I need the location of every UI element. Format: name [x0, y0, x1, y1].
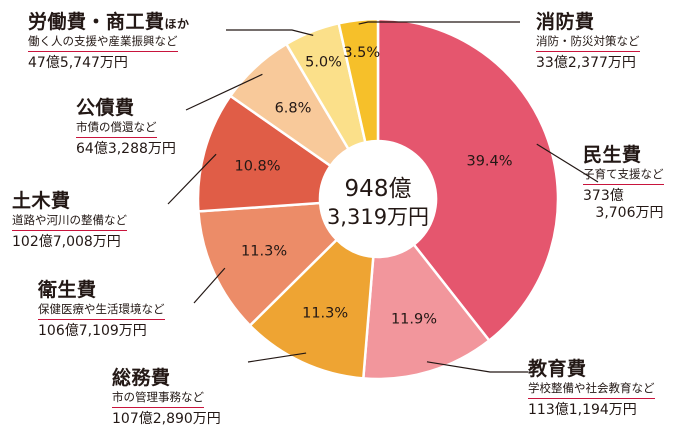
- leader-line-rodo: [226, 29, 314, 36]
- category-name: 労働費・商工費: [28, 11, 165, 33]
- category-suffix: ほか: [164, 17, 190, 31]
- amount-value-line2: 3,706万円: [595, 204, 664, 221]
- slice-kyoiku: [361, 242, 491, 381]
- amount-value: 373億: [583, 187, 624, 204]
- category-description: 消防・防災対策など: [536, 35, 640, 52]
- category-label: 公債費: [76, 99, 176, 118]
- pct-label-somu: 11.3%: [302, 305, 348, 321]
- category-description: 道路や河川の整備など: [12, 214, 127, 231]
- amount-value: 106億7,109万円: [38, 322, 147, 339]
- callout-rodo: 労働費・商工費ほか 働く人の支援や産業振興など 47億5,747万円: [28, 13, 190, 70]
- category-description: 市債の償還など: [76, 121, 157, 138]
- leader-line-somu: [247, 352, 307, 363]
- category-description: 保健医療や生活環境など: [38, 303, 165, 320]
- leader-line-minsei: [536, 143, 599, 183]
- category-name: 消防費: [536, 11, 595, 33]
- callout-minsei: 民生費子育て支援など 373億 3,706万円: [583, 146, 664, 220]
- slice-minsei: [376, 17, 560, 343]
- category-label: 衛生費: [38, 281, 165, 300]
- callout-shobo: 消防費消防・防災対策など 33億2,377万円: [536, 13, 640, 70]
- leader-line-kosai: [185, 73, 263, 111]
- leader-line-shobo: [358, 21, 520, 25]
- slice-eisei: [197, 201, 339, 328]
- category-name: 教育費: [528, 358, 587, 380]
- category-name: 衛生費: [38, 279, 97, 301]
- category-description: 子育て支援など: [583, 168, 664, 185]
- slice-shobo: [337, 17, 380, 144]
- center-total-line2: 3,319万円: [327, 205, 429, 229]
- category-name: 土木費: [12, 190, 71, 212]
- pct-label-minsei: 39.4%: [466, 153, 512, 169]
- leader-line-doboku: [167, 153, 217, 205]
- pct-label-rodo: 5.0%: [305, 54, 342, 70]
- callout-kyoiku: 教育費学校整備や社会教育など 113億1,194万円: [528, 360, 655, 417]
- callout-doboku: 土木費道路や河川の整備など 102億7,008万円: [12, 192, 127, 249]
- category-name: 民生費: [583, 144, 642, 166]
- pct-label-kosai: 6.8%: [275, 100, 312, 116]
- category-name: 総務費: [112, 367, 171, 389]
- callout-kosai: 公債費市債の償還など 64億3,288万円: [76, 99, 176, 156]
- pct-label-eisei: 11.3%: [241, 243, 287, 259]
- amount-value: 102億7,008万円: [12, 233, 121, 250]
- amount-value: 64億3,288万円: [76, 140, 176, 157]
- amount-value: 33億2,377万円: [536, 54, 636, 71]
- pct-label-kyoiku: 11.9%: [391, 312, 437, 328]
- category-name: 公債費: [76, 97, 135, 119]
- leader-line-kyoiku: [426, 361, 528, 373]
- leader-line-eisei: [193, 267, 226, 304]
- center-total-line1: 948億: [345, 176, 412, 202]
- category-label: 教育費: [528, 360, 655, 379]
- slice-somu: [248, 237, 375, 380]
- category-label: 土木費: [12, 192, 127, 211]
- category-label: 民生費: [583, 146, 664, 165]
- category-description: 市の管理事務など: [112, 391, 204, 408]
- amount-value: 47億5,747万円: [28, 54, 128, 71]
- pct-label-doboku: 10.8%: [234, 159, 280, 175]
- category-description: 働く人の支援や産業振興など: [28, 35, 178, 52]
- category-label: 消防費: [536, 13, 640, 32]
- category-label: 総務費: [112, 369, 221, 388]
- callout-eisei: 衛生費保健医療や生活環境など 106億7,109万円: [38, 281, 165, 338]
- category-label: 労働費・商工費ほか: [28, 13, 190, 32]
- callout-somu: 総務費市の管理事務など 107億2,890万円: [112, 369, 221, 426]
- amount-value: 107億2,890万円: [112, 410, 221, 427]
- category-description: 学校整備や社会教育など: [528, 382, 655, 399]
- pct-label-shobo: 3.5%: [343, 45, 380, 61]
- amount-value: 113億1,194万円: [528, 401, 637, 418]
